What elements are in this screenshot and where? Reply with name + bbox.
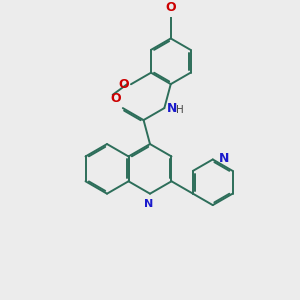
Text: O: O [165,1,176,14]
Text: N: N [219,152,229,165]
Text: O: O [118,78,129,91]
Text: H: H [176,105,184,115]
Text: N: N [167,102,177,115]
Text: N: N [144,199,153,209]
Text: O: O [111,92,122,105]
